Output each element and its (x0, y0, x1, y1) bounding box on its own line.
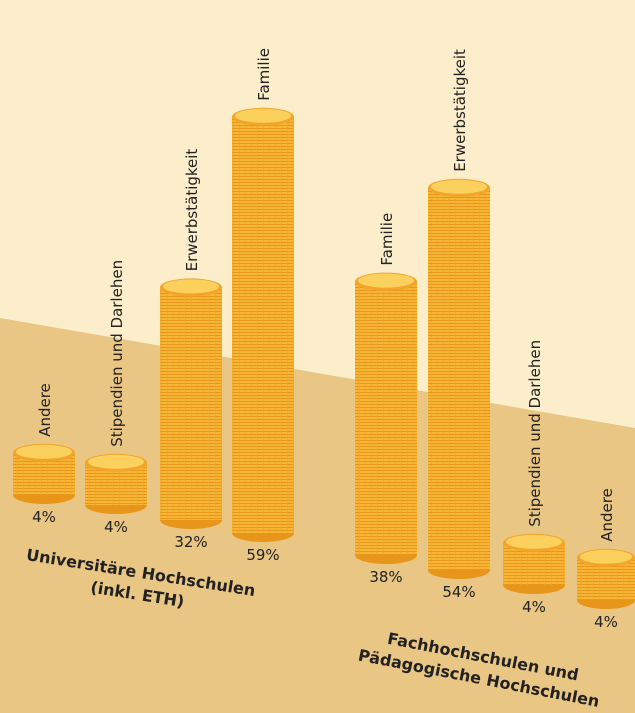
category-label: Familie (378, 213, 396, 266)
category-label: Erwerbstätigkeit (451, 49, 469, 172)
value-label: 4% (594, 613, 618, 631)
coin-stack (355, 281, 417, 555)
coin-stack (428, 187, 490, 571)
category-label: Familie (255, 48, 273, 101)
value-label: 59% (246, 546, 279, 564)
value-label: 32% (174, 533, 207, 551)
coin-top (235, 108, 291, 123)
coin-top (506, 534, 562, 549)
coin-top (580, 549, 632, 564)
coin-top (163, 279, 219, 294)
value-label: 4% (32, 508, 56, 526)
value-label: 38% (369, 568, 402, 586)
category-label: Andere (598, 488, 616, 542)
coin-top (16, 444, 72, 459)
value-label: 4% (522, 598, 546, 616)
coin-top (358, 273, 414, 288)
category-label: Stipendien und Darlehen (108, 260, 126, 447)
coin-stack (160, 287, 222, 520)
coin-top (88, 454, 144, 469)
value-label: 4% (104, 518, 128, 536)
category-label: Andere (36, 383, 54, 437)
coin-stack (232, 116, 294, 534)
category-label: Stipendien und Darlehen (526, 340, 544, 527)
category-label: Erwerbstätigkeit (183, 149, 201, 272)
coin-top (431, 179, 487, 194)
value-label: 54% (442, 583, 475, 601)
